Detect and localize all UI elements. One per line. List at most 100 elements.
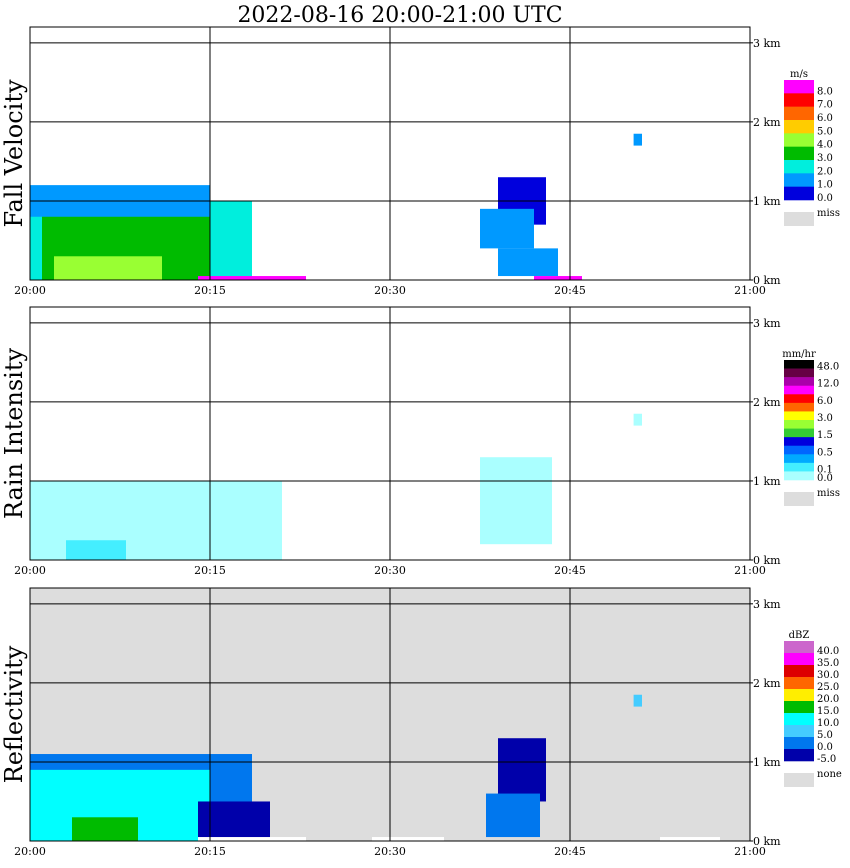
echo-region [486, 793, 540, 838]
legend-unit: mm/hr [782, 349, 816, 360]
legend-label: 1.0 [817, 180, 833, 191]
legend-swatch [784, 133, 814, 147]
legend-label: 7.0 [817, 100, 833, 111]
legend-label: -5.0 [817, 754, 836, 765]
y-tick-label: 1 km [753, 756, 781, 769]
panel-1: 0 km 1 km 2 km 3 km 20:00 20:15 20:30 20:45 21:0… [0, 306, 840, 577]
legend-swatch [784, 402, 814, 412]
x-tick-label: 20:30 [374, 564, 406, 577]
legend-swatch [784, 420, 814, 429]
legend-miss-label: none [817, 769, 842, 780]
legend-swatch [784, 80, 814, 94]
legend-label: 4.0 [817, 140, 833, 151]
x-tick-label: 21:00 [734, 564, 766, 577]
legend-swatch [784, 106, 814, 121]
legend-swatch [784, 454, 814, 464]
echo-region [54, 256, 162, 280]
legend-swatch [784, 445, 814, 455]
legend-swatch [784, 665, 814, 678]
legend-label: 2.0 [817, 166, 833, 177]
y-tick-label: 3 km [753, 598, 781, 611]
chart-title: 2022-08-16 20:00-21:00 UTC [237, 3, 562, 28]
y-tick-label: 3 km [753, 317, 781, 330]
legend-label: 1.5 [817, 430, 833, 441]
legend-label: 6.0 [817, 396, 833, 407]
legend-swatch [784, 677, 814, 690]
x-tick-label: 21:00 [734, 845, 766, 858]
y-tick-label: 1 km [753, 475, 781, 488]
legend-label: 48.0 [817, 362, 839, 373]
legend-swatch [784, 737, 814, 750]
legend-label: 0.0 [817, 742, 833, 753]
echo-region [198, 276, 306, 280]
x-tick-label: 20:15 [194, 564, 226, 577]
y-tick-label: 0 km [753, 835, 781, 848]
legend-swatch [784, 385, 814, 395]
legend-swatch [784, 641, 814, 654]
legend-swatch [784, 749, 814, 762]
legend-swatch [784, 689, 814, 702]
legend-label: 3.0 [817, 413, 833, 424]
legend-label: 10.0 [817, 718, 839, 729]
legend-label: 5.0 [817, 126, 833, 137]
legend-miss-label: miss [817, 208, 840, 219]
x-tick-label: 20:15 [194, 284, 226, 297]
x-tick-label: 20:15 [194, 845, 226, 858]
legend-label: 0.0 [817, 473, 833, 484]
legend-miss-label: miss [817, 488, 840, 499]
y-tick-label: 1 km [753, 195, 781, 208]
echo-region [198, 837, 306, 841]
echo-region [66, 540, 126, 560]
legend-swatch [784, 173, 814, 187]
x-tick-label: 20:00 [14, 845, 46, 858]
echo-region [72, 817, 138, 841]
x-tick-label: 20:00 [14, 284, 46, 297]
legend-swatch [784, 428, 814, 438]
echo-region [633, 413, 642, 426]
echo-region [660, 837, 720, 841]
legend-swatch [784, 725, 814, 738]
y-tick-label: 2 km [753, 116, 781, 129]
legend-swatch [784, 462, 814, 472]
echo-region [633, 133, 642, 146]
panel-label: Rain Intensity [0, 348, 28, 520]
plot-frame [29, 587, 751, 842]
echo-region [633, 694, 642, 707]
y-tick-label: 0 km [753, 554, 781, 567]
legend-miss-swatch [784, 212, 814, 226]
legend-label: 0.0 [817, 193, 833, 204]
y-tick-label: 3 km [753, 37, 781, 50]
echo-region [372, 837, 444, 841]
plot-frame [29, 306, 751, 561]
legend-swatch [784, 653, 814, 666]
legend-swatch [784, 394, 814, 404]
echo-region [498, 248, 558, 277]
legend-label: 0.1 [817, 464, 833, 475]
legend-label: 15.0 [817, 706, 839, 717]
legend-swatch [784, 186, 814, 201]
legend-label: 35.0 [817, 658, 839, 669]
legend-swatch [784, 160, 814, 174]
echo-region [498, 738, 546, 802]
legend-swatch [784, 713, 814, 726]
legend-swatch [784, 360, 814, 369]
x-tick-label: 20:45 [554, 845, 586, 858]
legend-label: 40.0 [817, 646, 839, 657]
echo-region [534, 276, 582, 280]
legend-label: 30.0 [817, 670, 839, 681]
panel-label: Reflectivity [0, 645, 28, 783]
echo-region [198, 801, 270, 841]
legend-swatch [784, 471, 814, 481]
legend-swatch [784, 701, 814, 714]
legend-label: 5.0 [817, 730, 833, 741]
y-tick-label: 2 km [753, 396, 781, 409]
x-tick-label: 20:30 [374, 845, 406, 858]
legend-swatch [784, 411, 814, 421]
legend-label: 25.0 [817, 682, 839, 693]
echo-region [480, 457, 552, 545]
legend-swatch [784, 146, 814, 161]
legend-label: 0.5 [817, 447, 833, 458]
legend-swatch [784, 120, 814, 134]
legend-miss-swatch [784, 492, 814, 506]
